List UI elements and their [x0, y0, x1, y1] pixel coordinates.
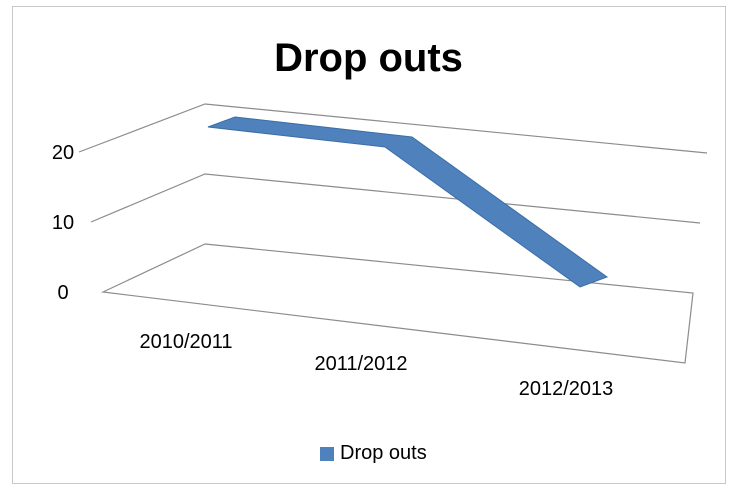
y-axis-tick-labels: 0 10 20: [52, 142, 74, 304]
x-axis-category-labels: 2010/2011 2011/2012 2012/2013: [139, 331, 613, 400]
y-tick-label: 20: [52, 142, 74, 164]
legend-label: Drop outs: [340, 442, 427, 464]
y-tick-label: 10: [52, 212, 74, 234]
chart-title: Drop outs: [274, 36, 463, 80]
x-category-label: 2012/2013: [519, 378, 614, 400]
y-tick-label: 0: [57, 282, 68, 304]
series-ribbon-drop-outs: [207, 116, 609, 288]
x-category-label: 2011/2012: [314, 353, 407, 375]
x-category-label: 2010/2011: [139, 331, 232, 353]
series-ribbon: [207, 116, 609, 288]
gridline-10: [90, 173, 701, 224]
chart-frame: [12, 6, 726, 484]
legend: Drop outs: [320, 442, 427, 465]
gridline-20: [78, 103, 708, 154]
gridlines: [78, 103, 708, 364]
legend-swatch: [320, 446, 334, 461]
floor-outline: [100, 243, 694, 364]
